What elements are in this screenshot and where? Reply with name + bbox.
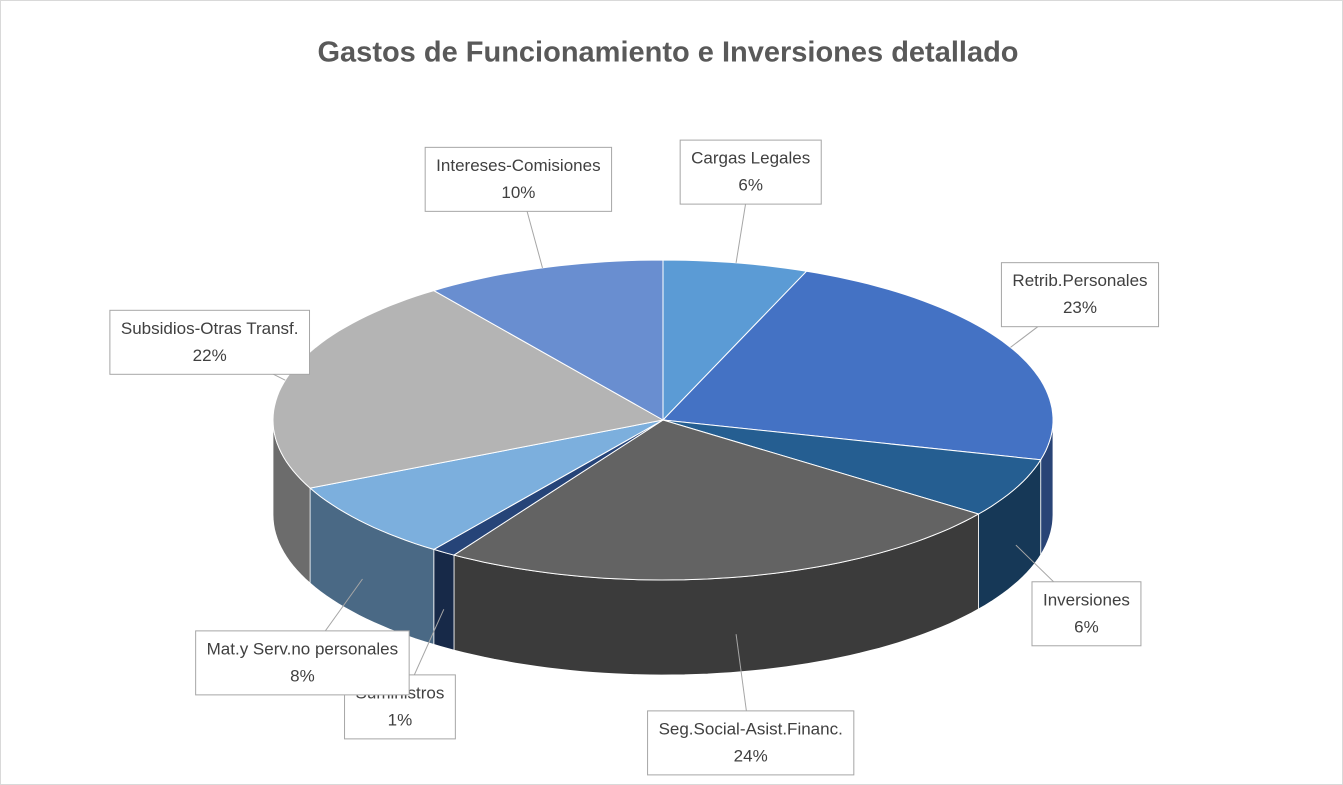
label-box (109, 309, 311, 375)
data-label-category: Cargas Legales (691, 149, 810, 168)
label-box (679, 139, 822, 205)
slice (452, 419, 980, 581)
data-label-category: Retrib.Personales (1012, 271, 1147, 290)
data-label-category: Inversiones (1043, 590, 1130, 609)
data-label: 24% (734, 746, 768, 765)
slice (308, 419, 664, 550)
slice (272, 290, 665, 489)
label-box (195, 630, 410, 696)
label-box (1031, 581, 1142, 647)
data-label: 23% (1063, 298, 1097, 317)
data-labels: Cargas Legales 6% Retrib.Personales 23% Inve… (109, 139, 1160, 776)
slice (662, 259, 808, 422)
chart-title: Gastos de Funcionamiento e Inversiones d… (318, 37, 1019, 69)
data-label-category: Seg.Social-Asist.Financ. (659, 719, 843, 738)
data-label-category: Intereses-Comisiones (436, 156, 600, 175)
slice (662, 419, 1042, 515)
data-label: 6% (1074, 617, 1099, 636)
data-label: 6% (738, 176, 763, 195)
data-label: 22% (193, 346, 227, 365)
slice (661, 270, 1054, 461)
slice (432, 259, 664, 421)
label-box (647, 710, 855, 776)
slice-side (433, 548, 455, 651)
data-label: 8% (290, 666, 315, 685)
data-label: 10% (501, 183, 535, 202)
side-walls (272, 419, 1054, 676)
data-label: 1% (388, 710, 413, 729)
label-box (1000, 262, 1160, 328)
data-label-category: Mat.y Serv.no personales (207, 639, 399, 658)
label-box (424, 146, 613, 212)
slice-tops (272, 259, 1054, 581)
data-label-category: Subsidios-Otras Transf. (121, 319, 299, 338)
